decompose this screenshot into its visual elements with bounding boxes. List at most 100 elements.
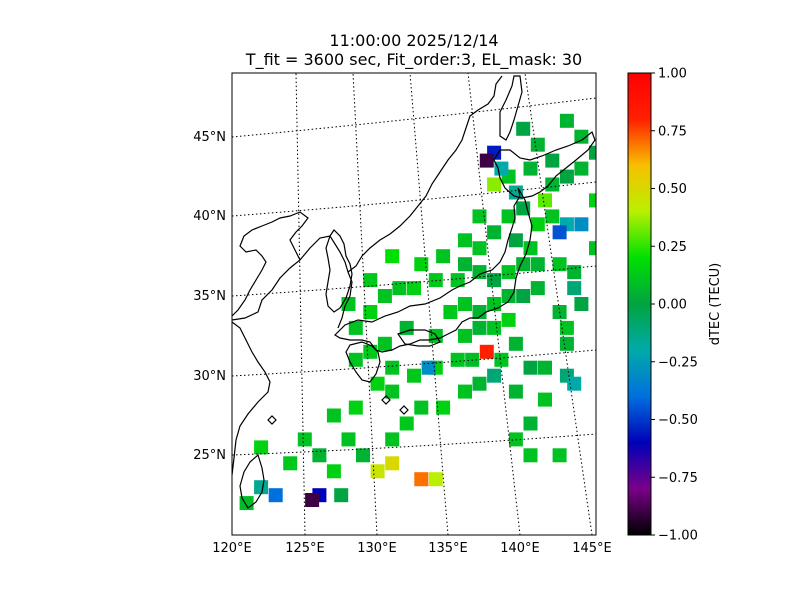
dtec-cell <box>501 289 516 303</box>
coastline-japan-shikoku <box>397 329 441 347</box>
dtec-cell <box>552 225 567 240</box>
colorbar-ticks: 1.00 0.75 0.50 0.25 0.00 −0.25 −0.50 −0.75 −1.00 <box>651 67 698 544</box>
lat-tick-label: 30°N <box>193 369 226 384</box>
dtec-cell <box>326 408 341 423</box>
colorbar-tick-label: 0.75 <box>658 124 687 139</box>
dtec-cell <box>501 209 516 224</box>
dtec-cell <box>472 209 487 224</box>
dtec-cell <box>458 257 472 272</box>
dtec-cell <box>523 448 538 463</box>
dtec-cell <box>530 257 545 272</box>
dtec-cell <box>407 368 421 383</box>
dtec-cell <box>458 297 472 311</box>
dtec-cell <box>538 392 552 407</box>
lat-tick-label: 35°N <box>193 289 226 304</box>
dtec-cell <box>385 456 400 471</box>
parallel-40 <box>232 181 596 217</box>
dtec-cell <box>334 488 349 503</box>
dtec-cell <box>501 265 516 280</box>
dtec-cell <box>254 480 269 495</box>
lat-tick-label: 25°N <box>193 448 226 463</box>
coastline-japan-hokkaido <box>493 131 596 199</box>
dtec-cell <box>487 320 502 335</box>
dtec-cell <box>494 161 509 176</box>
dtec-cell <box>516 289 531 303</box>
lon-tick-label: 140°E <box>500 541 540 556</box>
dtec-cell <box>589 241 596 256</box>
dtec-cell <box>589 193 596 208</box>
map-panel <box>232 73 596 535</box>
dtec-cell <box>472 265 487 280</box>
dtec-cell <box>508 233 523 248</box>
dtec-cell <box>399 320 414 335</box>
dtec-cell <box>348 352 363 367</box>
dtec-cell <box>545 177 560 192</box>
coastline-japan-kyushu <box>345 341 381 383</box>
lat-tick-labels: 45°N 40°N 35°N 30°N 25°N <box>193 130 226 463</box>
dtec-cell <box>523 241 538 256</box>
dtec-cell <box>508 384 523 399</box>
colorbar-tick-label: −0.75 <box>658 471 698 486</box>
dtec-cell <box>450 352 465 367</box>
coastline-japan-honshu <box>334 187 533 353</box>
dtec-cell <box>523 360 538 375</box>
coastline-sakhalin <box>499 75 523 141</box>
lon-tick-label: 145°E <box>572 541 612 556</box>
dtec-cell <box>501 312 516 327</box>
dtec-cell <box>479 153 494 168</box>
coastline-korea-peninsula <box>325 229 353 313</box>
colorbar-tick-label: −0.25 <box>658 355 698 370</box>
dtec-cell <box>370 376 385 391</box>
dtec-cell <box>363 273 378 288</box>
colorbar-tick-label: 1.00 <box>658 67 687 82</box>
dtec-cell <box>458 328 472 343</box>
dtec-cell <box>428 273 443 288</box>
dtec-cell <box>552 448 567 463</box>
dtec-cell <box>545 209 560 224</box>
dtec-cell <box>305 493 320 507</box>
dtec-cell <box>567 281 582 296</box>
dtec-cell <box>363 344 378 359</box>
colorbar-tick-label: −1.00 <box>658 529 698 544</box>
dtec-cell <box>574 161 589 176</box>
lon-tick-label: 125°E <box>285 541 325 556</box>
dtec-cell <box>297 432 312 447</box>
dtec-cell <box>552 257 567 272</box>
dtec-cell <box>487 177 502 192</box>
dtec-cell <box>385 384 400 399</box>
colorbar-label: dTEC (TECU) <box>708 263 723 346</box>
dtec-cell <box>348 400 363 415</box>
coastline-taiwan <box>239 453 265 509</box>
dtec-cell <box>356 448 370 463</box>
dtec-cell <box>428 472 443 487</box>
parallel-35 <box>232 265 596 297</box>
dtec-cell <box>326 464 341 479</box>
dtec-cell <box>574 297 589 311</box>
colorbar-tick-label: −0.50 <box>658 413 698 428</box>
dtec-cell <box>487 368 502 383</box>
dtec-cell <box>559 169 574 184</box>
colorbar-tick-label: 0.50 <box>658 182 687 197</box>
meridian-140 <box>467 73 521 535</box>
dtec-cell <box>450 273 465 288</box>
dtec-cell <box>523 161 538 176</box>
dtec-cell <box>538 193 552 208</box>
parallel-30 <box>232 349 596 377</box>
dtec-cell <box>363 305 378 319</box>
dtec-cell <box>559 320 574 335</box>
dtec-cell <box>341 432 356 447</box>
dtec-cell <box>574 129 589 144</box>
dtec-cell <box>559 336 574 351</box>
dtec-cell <box>479 344 494 359</box>
dtec-cell <box>574 217 589 232</box>
dtec-cell <box>530 217 545 232</box>
dtec-cell <box>377 289 392 303</box>
dtec-cell <box>545 153 560 168</box>
dtec-cell <box>567 376 582 391</box>
colorbar: 1.00 0.75 0.50 0.25 0.00 −0.25 −0.50 −0.75 −1.00… <box>627 67 723 544</box>
dtec-cell <box>385 432 400 447</box>
lon-tick-label: 130°E <box>357 541 397 556</box>
dtec-cell <box>567 265 582 280</box>
dtec-cell <box>385 249 400 264</box>
